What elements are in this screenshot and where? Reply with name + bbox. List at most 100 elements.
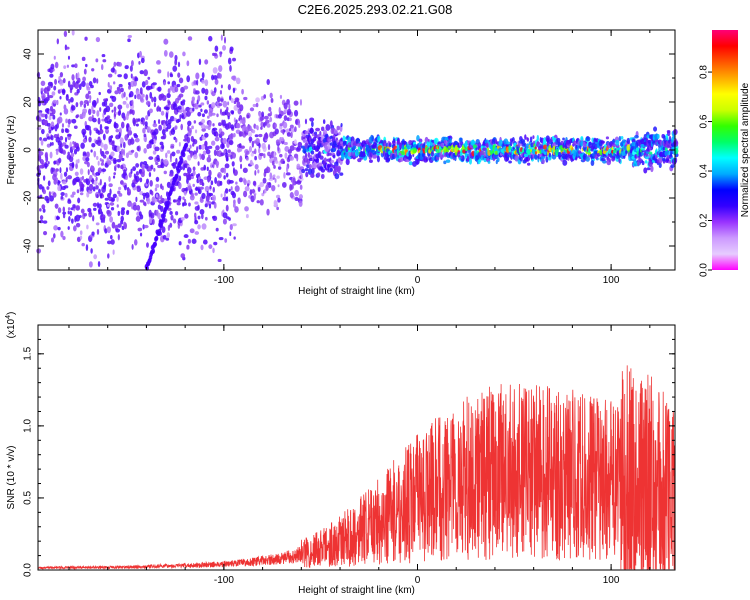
spectrogram-cell — [245, 157, 249, 161]
spectrogram-cell — [243, 96, 248, 101]
spectrogram-cell — [91, 177, 95, 185]
spectrogram-cell — [275, 194, 281, 199]
chart-title: C2E6.2025.293.02.21.G08 — [297, 2, 453, 17]
spectrogram-cell — [148, 142, 151, 149]
spectrogram-cell — [95, 222, 100, 226]
spectrogram-cell — [132, 166, 137, 172]
x-tick-label: 100 — [603, 275, 620, 286]
colorbar-gradient — [712, 30, 738, 270]
spectrogram-cell — [82, 76, 86, 82]
spectrogram-cell — [233, 132, 236, 138]
spectrogram-cell — [214, 176, 218, 184]
spectrogram-cell — [396, 141, 401, 145]
spectrogram-cell — [131, 244, 134, 250]
spectrogram-cell — [212, 186, 215, 193]
spectrogram-cell — [86, 151, 90, 158]
spectrogram-cell — [134, 77, 139, 82]
spectrogram-cell — [220, 153, 224, 157]
spectrogram-cell — [80, 142, 85, 149]
spectrogram-cell — [296, 163, 301, 169]
spectrogram-cell — [600, 158, 606, 162]
spectrogram-cell — [197, 215, 201, 220]
spectrogram-cell — [156, 60, 161, 65]
spectrogram-cell — [242, 167, 248, 174]
spectrogram-cell — [192, 138, 198, 145]
spectrogram-cell — [102, 185, 106, 190]
spectrogram-cell — [483, 157, 488, 163]
spectrogram-cell — [115, 128, 120, 133]
spectrogram-cell — [372, 154, 378, 159]
spectrogram-cell — [197, 95, 201, 102]
spectrogram-cell — [194, 201, 199, 205]
spectrogram-cell — [185, 187, 189, 191]
spectrogram-cell — [60, 195, 64, 200]
spectrogram-cell — [64, 136, 68, 143]
spectrogram-cell — [376, 155, 381, 163]
spectrogram-cell — [194, 212, 197, 218]
spectrogram-cell — [196, 146, 199, 153]
spectrogram-cell — [158, 107, 162, 112]
spectrogram-cell — [68, 216, 71, 222]
spectrogram-cell — [254, 163, 259, 170]
spectrogram-cell — [56, 99, 59, 106]
spectrogram-cell — [165, 152, 168, 159]
spectrogram-cell — [585, 156, 590, 162]
spectrogram-cell — [238, 143, 242, 149]
spectrogram-cell — [418, 138, 423, 143]
spectrogram-cell — [198, 144, 202, 150]
spectrogram-cell — [178, 182, 182, 190]
spectrogram-cell — [55, 150, 59, 156]
spectrogram-cell — [644, 160, 648, 164]
spectrogram-cell — [187, 36, 193, 41]
spectrogram-cell — [78, 83, 82, 91]
spectrogram-cell — [304, 168, 309, 172]
spectrogram-cell — [58, 157, 62, 164]
spectrogram-cell — [139, 70, 145, 75]
snr-series-line — [37, 365, 676, 571]
spectrogram-cell — [147, 76, 151, 80]
spectrogram-cell — [186, 167, 192, 174]
snr-y-axis: 0.0 0.5 1.0 1.5 — [23, 324, 675, 577]
spectrogram-cell — [175, 138, 178, 143]
spectrogram-cell — [95, 58, 99, 63]
spectrogram-cell — [200, 102, 205, 106]
spectrogram-cell — [77, 158, 80, 164]
spectrogram-cell — [590, 160, 595, 167]
spectrogram-cell — [245, 214, 249, 219]
snr-frame — [37, 324, 676, 571]
spectrogram-cell — [123, 149, 126, 156]
spectrogram-cell — [106, 115, 111, 120]
spectrogram-cell — [250, 152, 254, 157]
spectrogram-cell — [97, 260, 101, 267]
spectrogram-cell — [178, 77, 184, 84]
spectrogram-cell — [61, 88, 66, 96]
spectrogram-cell — [106, 209, 111, 215]
spectrogram-cell — [197, 161, 200, 166]
spectrogram-cell — [551, 142, 557, 147]
spectrogram-cell — [62, 78, 66, 84]
spectrogram-cell — [174, 86, 179, 93]
spectrogram-cell — [210, 162, 213, 169]
spectrogram-cell — [151, 218, 155, 225]
spectrogram-cell — [204, 203, 208, 208]
colorbar-tick-label: 0.2 — [699, 213, 710, 227]
spectrogram-cell — [587, 147, 591, 153]
spectrogram-cell — [167, 88, 171, 94]
spectrogram-cell — [367, 144, 370, 149]
spectrogram-cell — [204, 95, 208, 101]
spectrogram-cell — [447, 145, 452, 150]
spectrogram-cell — [227, 101, 230, 106]
spectrogram-cell — [163, 170, 167, 175]
spectrogram-cell — [143, 224, 149, 229]
spectrogram-cell — [653, 137, 656, 142]
spectrogram-cell — [67, 118, 71, 125]
spectrogram-cell — [231, 161, 235, 167]
spectrogram-cell — [223, 167, 227, 174]
spectrogram-cell — [157, 119, 161, 125]
spectrogram-cell — [88, 261, 93, 268]
spectrogram-cell — [102, 112, 105, 118]
spectrogram-cell — [189, 127, 192, 134]
spectrogram-cell — [160, 110, 165, 116]
spectrogram-cell — [71, 29, 75, 36]
spectrogram-cell — [249, 107, 255, 112]
